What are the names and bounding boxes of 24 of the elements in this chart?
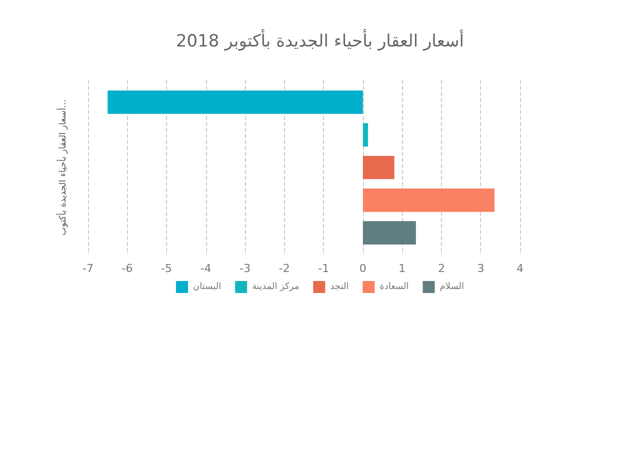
legend-label: النجد [330,282,349,292]
x-tick-label: 4 [516,262,524,275]
x-tick-label: 3 [477,262,484,275]
x-tick-label: -3 [240,262,251,275]
bar [362,188,494,212]
bar [362,123,368,146]
x-tick-label: -4 [200,262,212,275]
bar [362,221,416,244]
chart-title: أسعار العقار بأحياء الجديدة بأكتوبر 2018 [176,28,464,52]
legend-label: السلام [440,282,464,292]
x-tick-label: -2 [278,262,290,275]
x-tick-label: -7 [82,262,94,275]
y-axis-title: أسعار العقار بأحياء الجديدة بأكتوب... [56,99,68,236]
bar [108,90,363,114]
bar [362,156,394,180]
legend-label: البستان [193,282,222,292]
legend-label: السعادة [380,282,409,292]
x-tick-label: -5 [161,262,172,275]
x-tick-label: -1 [318,262,330,275]
legend-label: مركز المدينة [252,282,300,292]
x-tick-label: 0 [359,262,366,275]
x-tick-label: 2 [438,262,445,275]
x-tick-label: 1 [398,262,406,275]
x-tick-label: -6 [122,262,133,275]
